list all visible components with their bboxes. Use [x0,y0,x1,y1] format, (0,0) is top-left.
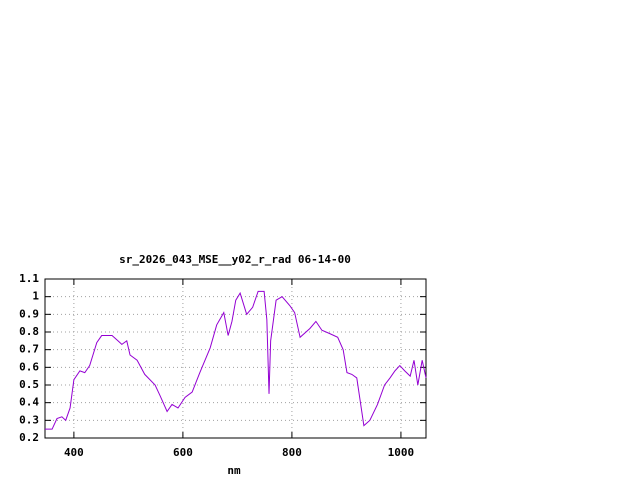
plot-border [44,278,427,439]
y-tick-label: 0.6 [19,360,39,373]
chart-title: sr_2026_043_MSE__y02_r_rad 06-14-00 [119,253,351,266]
x-tick-label: 400 [64,446,84,459]
y-tick-label: 1 [32,290,39,303]
x-axis-label: nm [227,464,241,477]
y-tick-label: 0.4 [19,396,39,409]
x-tick-label: 1000 [388,446,415,459]
y-tick-label: 0.8 [19,325,39,338]
y-tick-label: 0.3 [19,413,39,426]
data-line [45,290,427,430]
y-tick-label: 0.2 [19,431,39,444]
y-tick-label: 0.9 [19,307,39,320]
x-tick-label: 800 [282,446,302,459]
x-tick-label: 600 [173,446,193,459]
y-tick-label: 1.1 [19,272,39,285]
y-tick-label: 0.7 [19,343,39,356]
y-tick-label: 0.5 [19,378,39,391]
